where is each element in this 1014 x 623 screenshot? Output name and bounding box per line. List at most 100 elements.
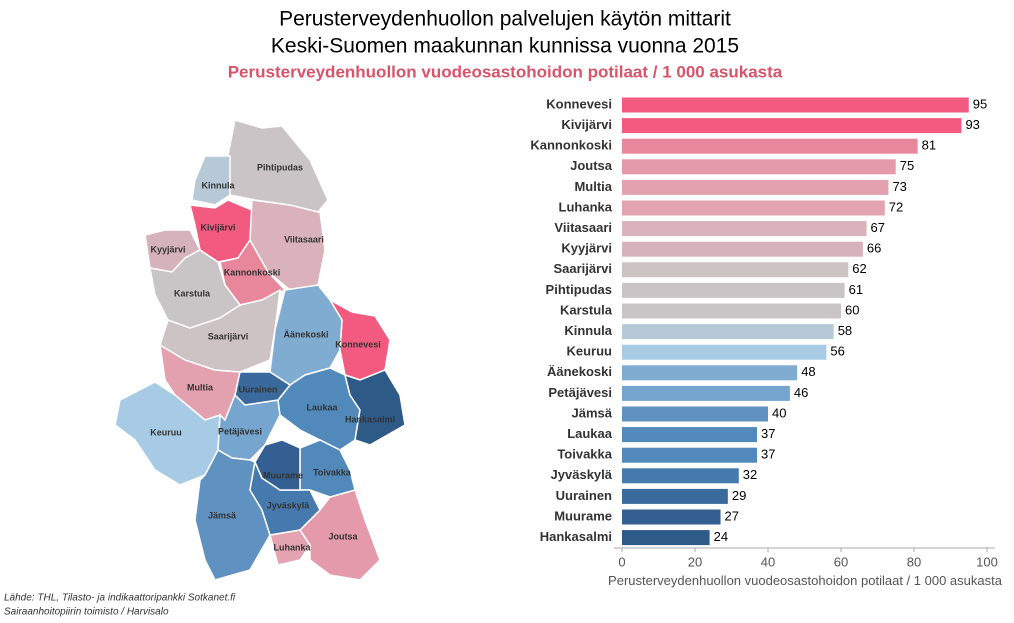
source: Lähde: THL, Tilasto- ja indikaattoripank… [4, 593, 236, 604]
y-tick-label: Konnevesi [546, 96, 612, 111]
bar [622, 221, 867, 237]
bar [622, 509, 721, 525]
bar [622, 365, 798, 381]
bar [622, 282, 845, 298]
value-label: 60 [845, 302, 859, 317]
map-region [149, 249, 242, 329]
value-label: 72 [889, 199, 903, 214]
y-tick-label: Uurainen [556, 488, 612, 503]
y-tick-label: Multia [574, 179, 612, 194]
y-tick-label: Karstula [560, 302, 613, 317]
value-label: 24 [714, 529, 728, 544]
bar [622, 241, 863, 257]
y-tick-label: Kivijärvi [561, 117, 612, 132]
bar [622, 427, 758, 443]
x-axis-label-line: Perusterveydenhuollon vuodeosastohoidon … [608, 573, 1003, 588]
map-label: Pihtipudas [257, 162, 303, 172]
y-tick-label: Kannonkoski [530, 138, 612, 153]
value-label: 29 [732, 488, 746, 503]
y-tick-label: Saarijärvi [553, 261, 612, 276]
value-label: 73 [892, 179, 906, 194]
y-tick-label: Muurame [554, 508, 612, 523]
value-label: 48 [801, 364, 815, 379]
map-label: Keuruu [150, 427, 182, 437]
bar [622, 138, 918, 154]
bar [622, 406, 768, 422]
y-tick-label: Kyyjärvi [561, 241, 612, 256]
map-label: Muurame [263, 470, 303, 480]
map-label: Kivijärvi [200, 222, 235, 232]
value-label: 37 [761, 447, 775, 462]
x-tick-label: 0 [618, 554, 625, 569]
map-label: Hankasalmi [345, 414, 395, 424]
y-tick-label: Pihtipudas [546, 282, 612, 297]
y-tick-label: Hankasalmi [540, 529, 612, 544]
chart-title-2: Keski-Suomen maakunnan kunnissa vuonna 2… [271, 35, 739, 58]
map-label: Karstula [174, 288, 211, 298]
value-label: 95 [973, 96, 987, 111]
map-label: Toivakka [313, 467, 352, 477]
chart-subtitle: Perusterveydenhuollon vuodeosastohoidon … [228, 62, 783, 81]
y-tick-label: Jyväskylä [551, 467, 613, 482]
map-label: Multia [187, 382, 214, 392]
bar [622, 179, 889, 195]
y-tick-label: Laukaa [567, 426, 613, 441]
bar [622, 262, 849, 278]
bar [622, 97, 969, 113]
map-region [299, 489, 381, 581]
map-label: Jyväskylä [267, 500, 311, 510]
bar [622, 447, 758, 463]
value-label: 66 [867, 241, 881, 256]
value-label: 56 [830, 344, 844, 359]
map-label: Konnevesi [335, 339, 381, 349]
value-label: 32 [743, 467, 757, 482]
map-label: Laukaa [306, 402, 338, 412]
value-label: 58 [838, 323, 852, 338]
source: Sairaanhoitopiirin toimisto / Harvisalo [4, 607, 169, 618]
x-tick-label: 20 [688, 554, 702, 569]
x-tick-label: 100 [976, 554, 998, 569]
bar [622, 200, 885, 216]
map-label: Jämsä [208, 510, 237, 520]
value-label: 61 [849, 282, 863, 297]
value-label: 40 [772, 405, 786, 420]
bar [622, 324, 834, 340]
bar [622, 488, 728, 504]
y-tick-label: Keuruu [567, 344, 613, 359]
value-label: 46 [794, 385, 808, 400]
x-axis-label: Perusterveydenhuollon vuodeosastohoidon … [608, 573, 1003, 588]
value-label: 67 [871, 220, 885, 235]
y-tick-label: Jämsä [572, 405, 613, 420]
value-label: 75 [900, 158, 914, 173]
map-region [343, 369, 406, 446]
map-region [234, 371, 292, 406]
map-label: Äänekoski [283, 329, 328, 339]
map-region [191, 155, 231, 206]
x-tick-label: 60 [834, 554, 848, 569]
y-tick-label: Luhanka [559, 199, 613, 214]
y-tick-label: Viitasaari [554, 220, 612, 235]
bar [622, 530, 710, 546]
map-label: Petäjävesi [218, 426, 262, 436]
y-tick-label: Petäjävesi [548, 385, 612, 400]
x-tick-label: 40 [761, 554, 775, 569]
map-region [254, 439, 301, 491]
chart-title: Perusterveydenhuollon palvelujen käytön … [279, 8, 731, 31]
map-label: Uurainen [238, 384, 277, 394]
bar [622, 303, 841, 319]
map-label: Luhanka [273, 542, 311, 552]
map-label: Kannonkoski [224, 267, 281, 277]
y-tick-label: Kinnula [564, 323, 612, 338]
map-label: Joutsa [328, 531, 358, 541]
map-label: Saarijärvi [208, 331, 249, 341]
bar [622, 118, 962, 134]
y-tick-label: Äänekoski [547, 364, 612, 379]
x-tick-label: 80 [907, 554, 921, 569]
bar [622, 159, 896, 175]
map-label: Kyyjärvi [150, 244, 185, 254]
value-label: 27 [725, 508, 739, 523]
bar [622, 344, 827, 360]
y-tick-label: Toivakka [557, 447, 612, 462]
y-tick-label: Joutsa [570, 158, 613, 173]
